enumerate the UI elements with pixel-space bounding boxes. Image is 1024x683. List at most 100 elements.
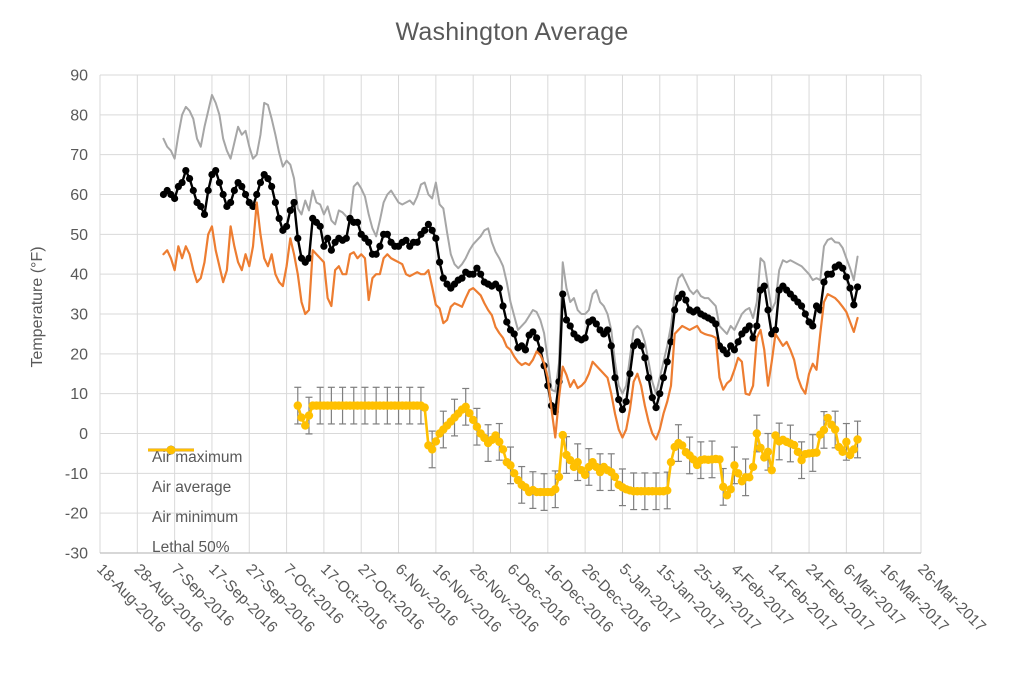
- data-point-marker: [615, 396, 623, 404]
- data-point-marker: [648, 394, 656, 402]
- data-point-marker: [420, 403, 429, 412]
- data-point-marker: [432, 234, 440, 242]
- legend-label: Air maximum: [152, 449, 243, 466]
- y-tick-label: 90: [70, 68, 88, 85]
- data-point-marker: [227, 198, 235, 207]
- data-point-marker: [304, 411, 314, 420]
- legend-label: Lethal 50%: [152, 539, 230, 556]
- y-tick-label: 10: [70, 386, 88, 403]
- data-point-marker: [730, 461, 739, 470]
- data-point-marker: [297, 413, 306, 422]
- data-point-marker: [760, 282, 768, 290]
- data-point-marker: [641, 354, 649, 362]
- legend-label: Air minimum: [152, 509, 239, 526]
- data-point-marker: [723, 350, 731, 358]
- data-point-marker: [230, 186, 238, 195]
- y-tick-label: 0: [79, 426, 88, 443]
- y-tick-label: 70: [70, 147, 88, 164]
- data-point-marker: [275, 214, 283, 222]
- data-point-marker: [756, 443, 765, 453]
- data-point-marker: [719, 482, 728, 492]
- data-point-marker: [581, 334, 589, 342]
- data-point-marker: [536, 346, 544, 354]
- data-point-marker: [573, 457, 582, 467]
- data-point-marker: [521, 346, 530, 354]
- data-point-marker: [413, 238, 421, 246]
- data-point-marker: [853, 283, 862, 291]
- data-point-marker: [622, 398, 630, 406]
- data-point-marker: [566, 455, 575, 465]
- data-point-marker: [182, 167, 190, 175]
- data-point-marker: [365, 238, 373, 246]
- series-air-minimum: [162, 201, 859, 441]
- data-point-marker: [529, 328, 537, 336]
- data-point-marker: [469, 270, 477, 278]
- data-point-marker: [558, 430, 567, 440]
- data-point-marker: [189, 186, 197, 195]
- data-point-marker: [427, 445, 437, 454]
- data-point-marker: [468, 415, 478, 425]
- legend: Air maximum Air average Air minimum Leth…: [147, 443, 242, 563]
- data-point-marker: [809, 322, 817, 330]
- y-tick-label: 30: [70, 307, 88, 324]
- data-point-marker: [846, 284, 854, 292]
- data-point-marker: [712, 320, 720, 328]
- data-point-marker: [503, 318, 511, 326]
- data-point-marker: [850, 301, 858, 309]
- data-point-marker: [663, 358, 671, 366]
- data-point-marker: [424, 220, 432, 228]
- data-point-marker: [637, 342, 645, 350]
- data-point-marker: [256, 178, 265, 187]
- data-point-marker: [812, 448, 821, 457]
- data-point-marker: [324, 234, 332, 242]
- data-point-marker: [745, 322, 753, 330]
- data-point-marker: [320, 242, 328, 250]
- y-tick-label: -30: [65, 546, 88, 563]
- data-point-marker: [771, 431, 780, 440]
- data-point-marker: [659, 374, 668, 382]
- data-point-marker: [562, 316, 571, 324]
- data-point-marker: [748, 462, 758, 472]
- data-point-marker: [376, 242, 384, 250]
- series-air-maximum: [162, 93, 859, 395]
- data-point-marker: [763, 447, 773, 457]
- series-air-average: [159, 167, 862, 416]
- data-point-marker: [677, 441, 687, 450]
- data-point-marker: [215, 178, 224, 187]
- data-point-marker: [849, 445, 859, 454]
- data-point-marker: [197, 202, 205, 211]
- data-point-marker: [506, 461, 515, 470]
- data-point-marker: [827, 270, 836, 278]
- data-point-marker: [533, 334, 541, 342]
- data-point-marker: [767, 465, 776, 475]
- data-point-marker: [734, 338, 742, 346]
- data-point-marker: [671, 306, 679, 314]
- data-point-marker: [431, 437, 441, 446]
- y-tick-labels: 90 80 70 60 50 40 30 20 10 0 -10 -20 -30: [65, 68, 88, 563]
- data-point-marker: [495, 437, 504, 447]
- data-point-marker: [752, 429, 761, 438]
- data-point-marker: [421, 226, 429, 234]
- lethal-50-line-marker-swatch: [148, 445, 194, 455]
- data-point-marker: [212, 167, 220, 175]
- data-point-marker: [667, 338, 675, 346]
- data-point-marker: [663, 486, 672, 495]
- data-point-marker: [618, 406, 627, 414]
- data-point-marker: [656, 390, 664, 398]
- data-point-marker: [753, 322, 761, 330]
- data-point-marker: [682, 296, 690, 304]
- data-point-marker: [797, 455, 806, 465]
- y-tick-label: 50: [70, 227, 88, 244]
- y-tick-label: -20: [65, 506, 88, 523]
- data-point-marker: [715, 455, 724, 464]
- data-point-marker: [372, 250, 380, 258]
- data-point-marker: [499, 302, 507, 310]
- data-point-marker: [559, 290, 567, 298]
- data-point-marker: [491, 431, 500, 440]
- data-point-marker: [249, 202, 257, 211]
- data-point-marker: [745, 473, 754, 482]
- data-point-marker: [853, 435, 862, 444]
- data-point-marker: [510, 330, 518, 338]
- data-point-marker: [342, 234, 350, 242]
